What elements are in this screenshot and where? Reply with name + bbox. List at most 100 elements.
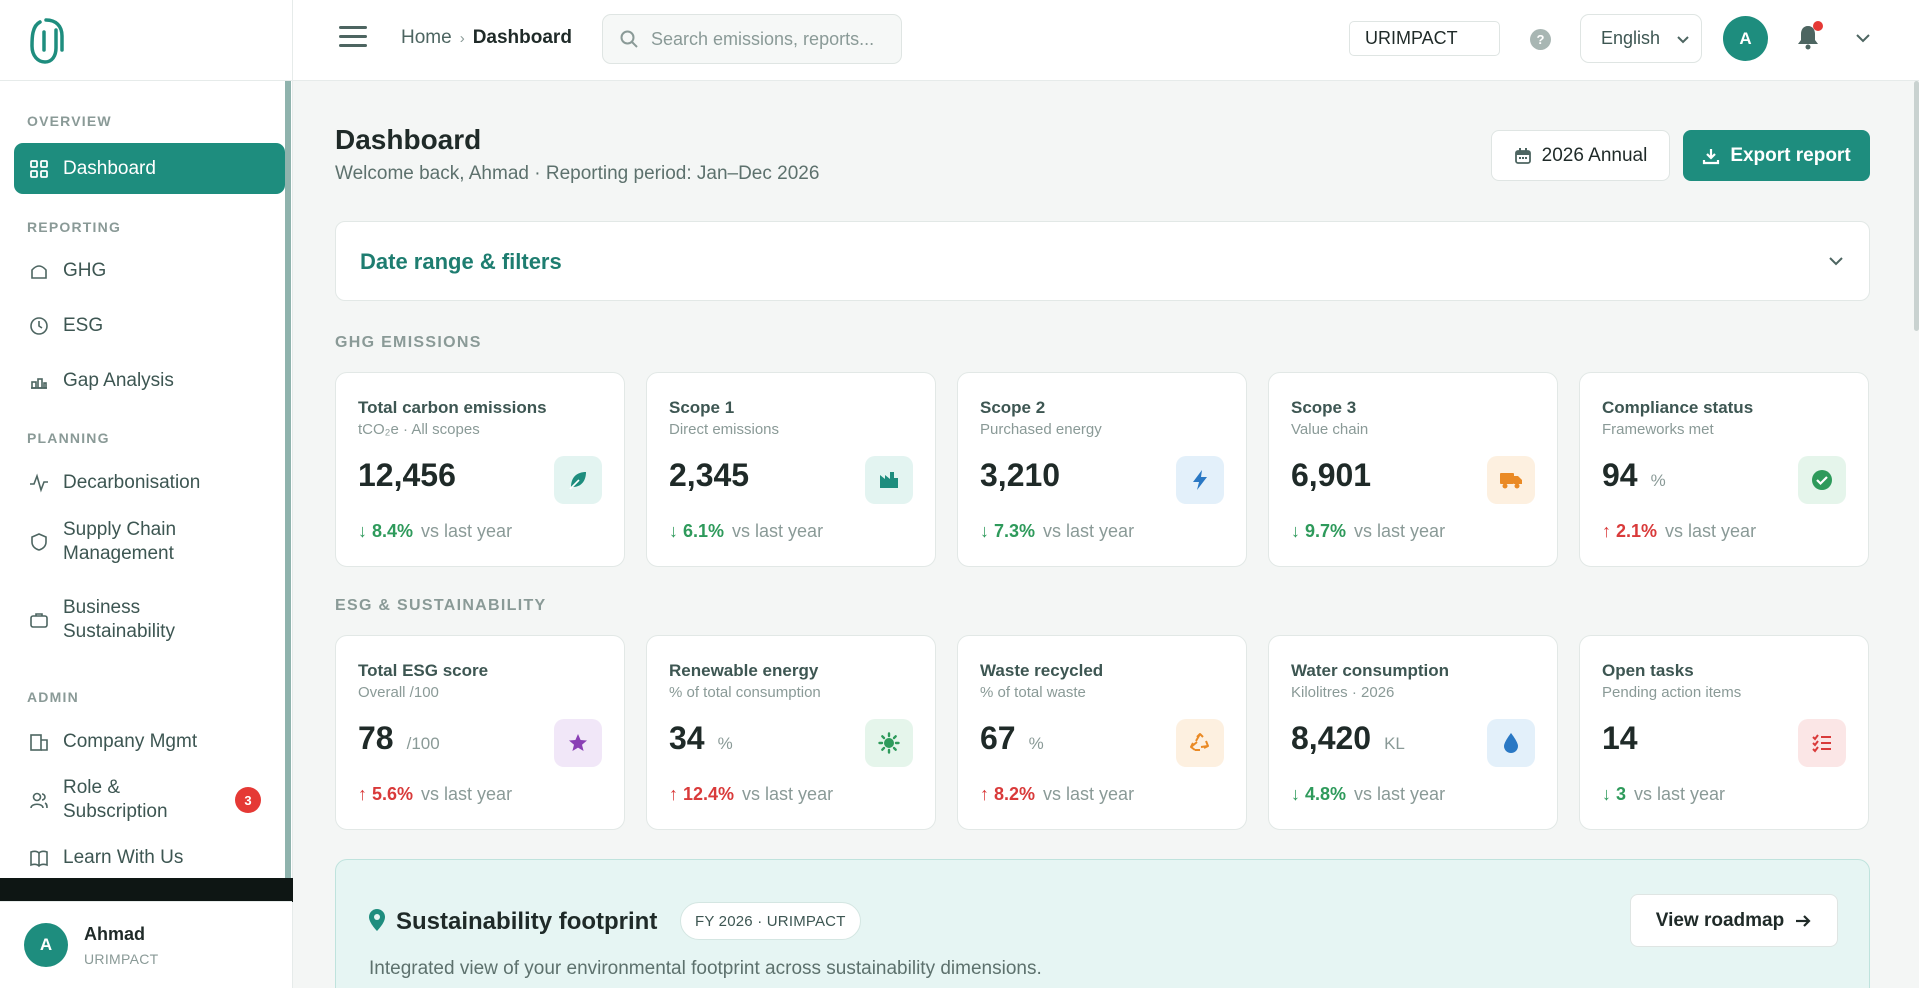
sidebar-nav: OVERVIEW Dashboard REPORTING GHG ESG Gap… <box>0 81 290 901</box>
kpi-trend: ↓ 6.1% vs last year <box>669 521 823 542</box>
kpi-vs: vs last year <box>1354 784 1446 804</box>
kpi-card-open-tasks[interactable]: Open tasks Pending action items 14 ↓ 3 vs… <box>1579 635 1869 830</box>
sidebar-item-supply-chain[interactable]: Supply Chain Management <box>14 514 285 570</box>
kpi-value-wrap: 2,345 <box>669 457 749 494</box>
kpi-card-scope-1[interactable]: Scope 1 Direct emissions 2,345 ↓ 6.1% vs … <box>646 372 936 567</box>
kpi-subtitle: Direct emissions <box>669 421 780 438</box>
shield-icon <box>27 530 51 554</box>
organisation-field[interactable] <box>1349 21 1500 56</box>
date-range-filters[interactable]: Date range & filters <box>335 221 1870 301</box>
calendar-icon <box>1514 147 1531 164</box>
sidebar-item-ghg[interactable]: GHG <box>14 248 285 294</box>
kpi-card-esg-score[interactable]: Total ESG score Overall /100 78/100 ↑ 5.… <box>335 635 625 830</box>
activity-icon <box>27 471 51 495</box>
period-button[interactable]: 2026 Annual <box>1491 130 1670 181</box>
kpi-trend: ↑ 2.1% vs last year <box>1602 521 1756 542</box>
chevron-down-icon <box>1829 257 1843 266</box>
bell-icon[interactable] <box>1796 21 1823 55</box>
kpi-card-water-consumption[interactable]: Water consumption Kilolitres · 2026 8,42… <box>1268 635 1558 830</box>
menu-icon[interactable] <box>339 26 367 50</box>
sidebar-item-esg[interactable]: ESG <box>14 303 285 349</box>
notification-badge: 3 <box>235 787 261 813</box>
language-select[interactable]: English <box>1580 14 1702 63</box>
sidebar-item-label: Learn With Us <box>63 847 184 868</box>
sustainability-footprint-panel: Sustainability footprint FY 2026 · URIMP… <box>335 859 1870 988</box>
sidebar-item-gap-analysis[interactable]: Gap Analysis <box>14 358 285 404</box>
sidebar-scrollbar[interactable] <box>285 81 291 901</box>
kpi-value-wrap: 67% <box>980 720 1044 757</box>
sidebar-item-label: Subscription <box>63 801 168 822</box>
help-icon[interactable]: ? <box>1530 29 1551 50</box>
kpi-card-total-carbon[interactable]: Total carbon emissions tCO₂e · All scope… <box>335 372 625 567</box>
sidebar-item-label-wrap: Supply Chain Management <box>63 518 176 566</box>
sidebar-item-label: GHG <box>63 260 107 281</box>
truck-icon <box>1487 456 1535 504</box>
section-esg-sustainability: ESG & SUSTAINABILITY <box>335 597 547 614</box>
kpi-value: 12,456 <box>358 457 456 493</box>
sidebar-divider <box>0 878 293 902</box>
page-scrollbar[interactable] <box>1914 81 1919 331</box>
kpi-trend: ↑ 8.2% vs last year <box>980 784 1134 805</box>
kpi-delta: ↓ 7.3% <box>980 521 1036 541</box>
sidebar-item-role-subscription[interactable]: Role & Subscription 3 <box>14 772 285 828</box>
chart-icon <box>27 369 51 393</box>
kpi-card-scope-2[interactable]: Scope 2 Purchased energy 3,210 ↓ 7.3% vs … <box>957 372 1247 567</box>
export-label: Export report <box>1730 144 1851 166</box>
arrow-right-icon <box>1796 914 1811 927</box>
view-roadmap-button[interactable]: View roadmap <box>1630 894 1838 947</box>
kpi-vs: vs last year <box>421 784 513 804</box>
kpi-title: Renewable energy <box>669 661 819 680</box>
sidebar-item-label: Supply Chain <box>63 519 177 540</box>
search-input[interactable] <box>651 28 881 50</box>
kpi-trend: ↓ 4.8% vs last year <box>1291 784 1445 805</box>
sidebar-item-business-sustainability[interactable]: Business Sustainability <box>14 592 285 648</box>
sidebar-item-label: Company Mgmt <box>63 731 198 752</box>
search-box[interactable] <box>602 14 902 64</box>
leaf-icon <box>554 456 602 504</box>
kpi-card-compliance[interactable]: Compliance status Frameworks met 94% ↑ 2… <box>1579 372 1869 567</box>
check-circle-icon <box>1798 456 1846 504</box>
kpi-delta: ↓ 8.4% <box>358 521 414 541</box>
kpi-value: 2,345 <box>669 457 750 493</box>
section-reporting: REPORTING <box>27 219 122 235</box>
kpi-value-wrap: 12,456 <box>358 457 456 494</box>
chevron-down-icon[interactable] <box>1854 29 1872 47</box>
kpi-card-renewable-energy[interactable]: Renewable energy % of total consumption … <box>646 635 936 830</box>
sun-icon <box>865 719 913 767</box>
star-icon <box>554 719 602 767</box>
sidebar-item-company-mgmt[interactable]: Company Mgmt <box>14 719 285 765</box>
sidebar-item-label: Business <box>63 597 141 618</box>
section-admin: ADMIN <box>27 689 79 705</box>
kpi-subtitle: % of total waste <box>980 684 1086 701</box>
breadcrumb-home[interactable]: Home <box>401 27 452 48</box>
kpi-delta: ↓ 6.1% <box>669 521 725 541</box>
kpi-vs: vs last year <box>1354 521 1446 541</box>
footprint-description: Integrated view of your environmental fo… <box>369 958 1042 979</box>
app-logo[interactable] <box>30 16 66 64</box>
user-profile[interactable]: A Ahmad URIMPACT <box>0 901 292 988</box>
kpi-vs: vs last year <box>732 521 824 541</box>
logo-area <box>0 0 292 81</box>
breadcrumb: Home › Dashboard <box>401 27 572 49</box>
kpi-title: Scope 1 <box>669 398 735 417</box>
breadcrumb-separator: › <box>459 29 465 47</box>
sidebar-item-learn[interactable]: Learn With Us <box>14 835 285 881</box>
kpi-unit: /100 <box>406 734 440 753</box>
kpi-value-wrap: 3,210 <box>980 457 1060 494</box>
kpi-card-waste-recycled[interactable]: Waste recycled % of total waste 67% ↑ 8.… <box>957 635 1247 830</box>
sidebar-item-dashboard[interactable]: Dashboard <box>14 143 285 194</box>
kpi-card-scope-3[interactable]: Scope 3 Value chain 6,901 ↓ 9.7% vs last … <box>1268 372 1558 567</box>
kpi-title: Compliance status <box>1602 398 1754 417</box>
kpi-unit: % <box>1650 471 1666 490</box>
kpi-title: Open tasks <box>1602 661 1694 680</box>
filters-title: Date range & filters <box>360 249 562 274</box>
location-pin-icon <box>369 909 385 931</box>
sidebar-item-decarbonisation[interactable]: Decarbonisation <box>14 460 285 506</box>
top-avatar[interactable]: A <box>1723 16 1768 61</box>
export-report-button[interactable]: Export report <box>1683 130 1870 181</box>
kpi-vs: vs last year <box>1665 521 1757 541</box>
book-icon <box>27 846 51 870</box>
kpi-value-wrap: 94% <box>1602 457 1666 494</box>
factory-icon <box>865 456 913 504</box>
period-label: 2026 Annual <box>1541 144 1648 166</box>
